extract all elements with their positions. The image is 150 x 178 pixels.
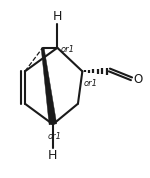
- Text: H: H: [53, 11, 62, 23]
- Text: or1: or1: [84, 79, 98, 88]
- Polygon shape: [41, 48, 57, 125]
- Text: or1: or1: [47, 132, 61, 141]
- Text: or1: or1: [60, 45, 74, 54]
- Text: O: O: [133, 73, 142, 86]
- Text: H: H: [48, 149, 58, 162]
